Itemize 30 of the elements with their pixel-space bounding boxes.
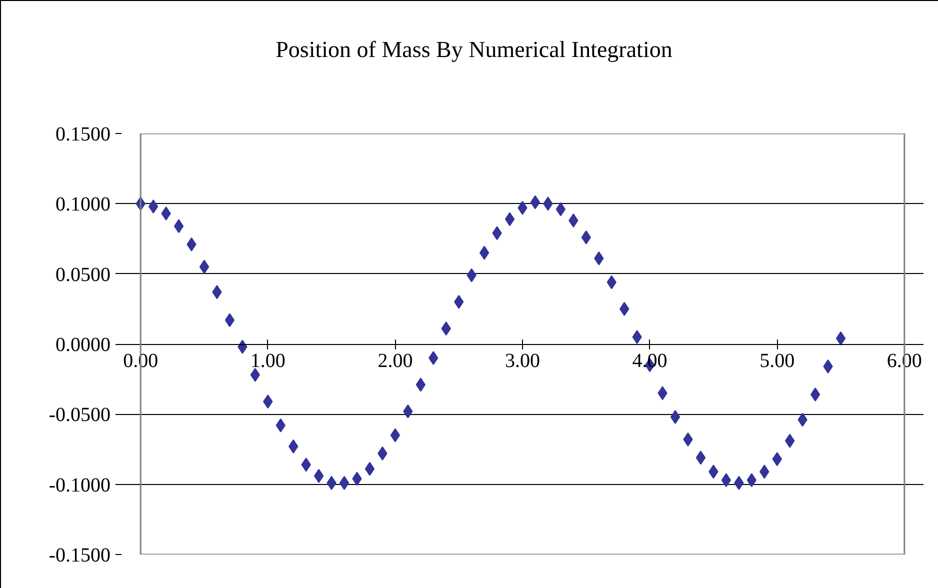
x-tick-label: 4.00 <box>632 350 668 372</box>
point <box>224 313 235 328</box>
point <box>810 388 820 402</box>
point <box>390 428 400 442</box>
y-tick-label: 0.1000 <box>56 194 110 216</box>
point <box>721 473 732 488</box>
point <box>174 219 184 234</box>
y-tick-label: 0.1500 <box>56 124 110 146</box>
y-tick-label: 0.0000 <box>56 334 110 356</box>
point <box>314 468 324 483</box>
point <box>339 476 350 490</box>
y-tick-label: 0.0500 <box>56 264 110 286</box>
point <box>556 202 566 216</box>
x-tick-label: 5.00 <box>760 350 795 372</box>
y-tick-label: -0.1500 <box>48 544 111 566</box>
y-tick-label: -0.1000 <box>48 474 111 496</box>
point <box>836 331 846 346</box>
point <box>148 199 158 214</box>
point <box>479 246 490 260</box>
point <box>199 260 210 274</box>
point <box>670 410 680 424</box>
x-tick-label: 2.00 <box>378 350 413 372</box>
chart-title: Position of Mass By Numerical Integration <box>276 36 672 64</box>
x-tick-label: 3.00 <box>505 350 540 372</box>
point <box>530 195 540 210</box>
point <box>364 462 375 476</box>
y-tick-label: -0.0500 <box>48 404 111 426</box>
point <box>504 212 515 226</box>
point <box>696 450 706 465</box>
x-tick-label: 1.00 <box>250 350 286 372</box>
